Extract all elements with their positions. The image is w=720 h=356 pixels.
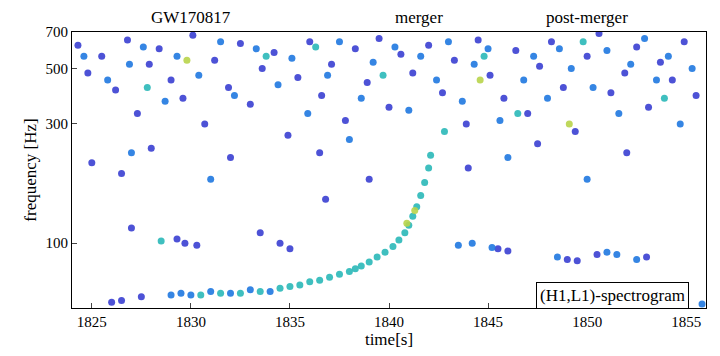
svg-text:1845: 1845	[473, 314, 503, 330]
svg-text:post-merger: post-merger	[546, 8, 628, 27]
svg-text:frequency [Hz]: frequency [Hz]	[21, 118, 40, 221]
svg-text:1840: 1840	[374, 314, 404, 330]
svg-text:1855: 1855	[671, 314, 701, 330]
svg-text:300: 300	[46, 116, 69, 132]
svg-text:1825: 1825	[77, 314, 107, 330]
svg-text:1850: 1850	[572, 314, 602, 330]
svg-text:500: 500	[46, 61, 69, 77]
svg-text:time[s]: time[s]	[365, 330, 413, 349]
svg-text:1835: 1835	[275, 314, 305, 330]
svg-text:100: 100	[46, 235, 69, 251]
svg-text:(H1,L1)-spectrogram: (H1,L1)-spectrogram	[540, 286, 685, 305]
svg-text:700: 700	[46, 24, 69, 40]
svg-text:GW170817: GW170817	[151, 8, 231, 27]
svg-text:merger: merger	[395, 8, 443, 27]
svg-text:1830: 1830	[176, 314, 206, 330]
